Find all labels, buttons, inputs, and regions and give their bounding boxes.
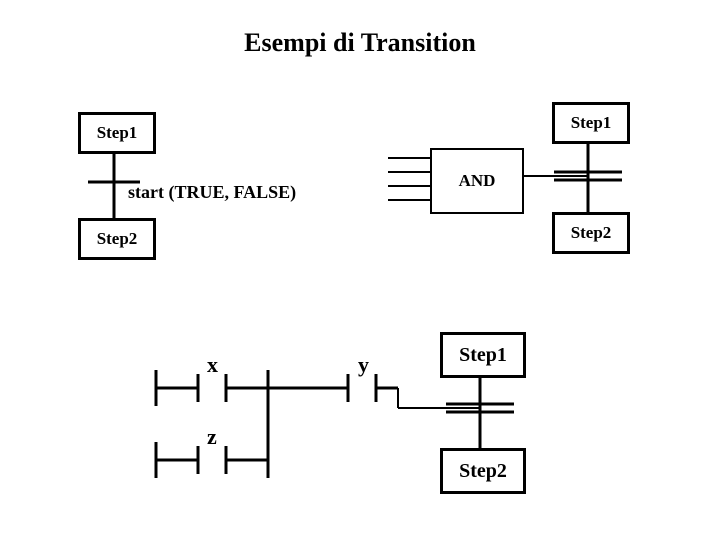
box-step2-left: Step2 [78, 218, 156, 260]
label-z: z [207, 424, 217, 450]
box-step2-mid: Step2 [440, 448, 526, 494]
box-step1-right: Step1 [552, 102, 630, 144]
label-start: start (TRUE, FALSE) [128, 182, 296, 203]
label-y: y [358, 352, 369, 378]
diagram-lines [0, 0, 720, 540]
label-x: x [207, 352, 218, 378]
box-step1-mid: Step1 [440, 332, 526, 378]
box-step1-left: Step1 [78, 112, 156, 154]
box-and-block: AND [430, 148, 524, 214]
box-step2-right: Step2 [552, 212, 630, 254]
